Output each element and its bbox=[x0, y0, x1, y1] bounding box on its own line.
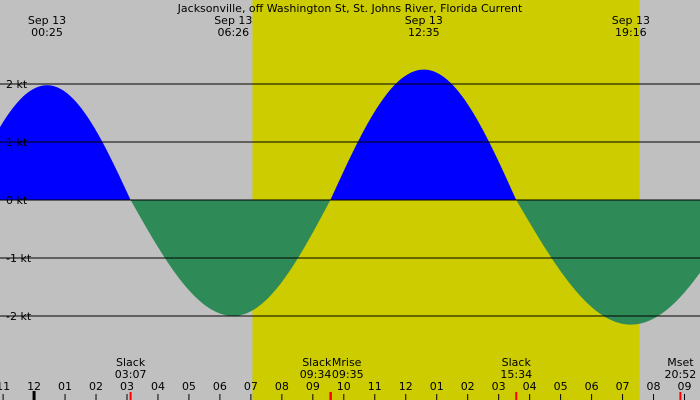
x-tick-label: 12 bbox=[27, 380, 41, 393]
y-tick-label: 1 kt bbox=[6, 136, 28, 149]
x-axis-hours: 11 12 01 02 03 04 05 06 07 08 09 10 11 12 01 02 03 04 05 06… bbox=[0, 380, 692, 400]
x-tick-label: 10 bbox=[337, 380, 351, 393]
bottom-event-time: 03:07 bbox=[115, 368, 147, 381]
top-event-time: 12:35 bbox=[408, 26, 440, 39]
bottom-event-time: 09:34 bbox=[300, 368, 332, 381]
bottom-event-labels: Slack03:07Slack09:34Mrise09:35Slack15:34… bbox=[115, 356, 696, 381]
x-tick-label: 11 bbox=[0, 380, 10, 393]
x-tick-label: 06 bbox=[585, 380, 599, 393]
bottom-event-time: 20:52 bbox=[665, 368, 697, 381]
top-event-time: 00:25 bbox=[31, 26, 63, 39]
x-tick-label: 12 bbox=[399, 380, 413, 393]
y-tick-label: -1 kt bbox=[6, 252, 32, 265]
top-event-date: Sep 13 bbox=[28, 14, 66, 27]
x-tick-label: 04 bbox=[523, 380, 537, 393]
x-tick-label: 09 bbox=[678, 380, 692, 393]
x-tick-label: 02 bbox=[89, 380, 103, 393]
x-tick-label: 01 bbox=[58, 380, 72, 393]
x-tick-label: 11 bbox=[368, 380, 382, 393]
flood-area bbox=[330, 69, 517, 200]
x-tick-label: 08 bbox=[647, 380, 661, 393]
chart-title: Jacksonville, off Washington St, St. Joh… bbox=[177, 2, 523, 15]
top-event-date: Sep 13 bbox=[214, 14, 252, 27]
ebb-area bbox=[516, 200, 700, 325]
bottom-event-time: 09:35 bbox=[332, 368, 364, 381]
y-tick-label: -2 kt bbox=[6, 310, 32, 323]
x-tick-label: 02 bbox=[461, 380, 475, 393]
bottom-event-name: Slack bbox=[116, 356, 146, 369]
gridlines bbox=[0, 83, 700, 317]
x-tick-label: 07 bbox=[244, 380, 258, 393]
bottom-event-name: Mset bbox=[667, 356, 694, 369]
x-tick-label: 06 bbox=[213, 380, 227, 393]
bottom-event-name: Slack bbox=[302, 356, 332, 369]
x-tick-label: 03 bbox=[120, 380, 134, 393]
x-tick-label: 01 bbox=[430, 380, 444, 393]
bottom-event-name: Mrise bbox=[332, 356, 362, 369]
bottom-event-time: 15:34 bbox=[500, 368, 532, 381]
bottom-event-name: Slack bbox=[502, 356, 532, 369]
top-event-time: 19:16 bbox=[615, 26, 647, 39]
top-event-time: 06:26 bbox=[217, 26, 249, 39]
x-tick-label: 05 bbox=[554, 380, 568, 393]
x-tick-label: 08 bbox=[275, 380, 289, 393]
top-event-date: Sep 13 bbox=[612, 14, 650, 27]
y-axis-ticks: 2 kt 1 kt 0 kt -1 kt -2 kt bbox=[6, 78, 32, 323]
x-tick-label: 04 bbox=[151, 380, 165, 393]
top-event-date: Sep 13 bbox=[405, 14, 443, 27]
x-tick-label: 07 bbox=[616, 380, 630, 393]
current-area bbox=[0, 69, 700, 325]
x-tick-label: 03 bbox=[492, 380, 506, 393]
y-tick-label: 0 kt bbox=[6, 194, 28, 207]
x-tick-label: 09 bbox=[306, 380, 320, 393]
y-tick-label: 2 kt bbox=[6, 78, 28, 91]
flood-area bbox=[0, 85, 131, 200]
x-tick-label: 05 bbox=[182, 380, 196, 393]
